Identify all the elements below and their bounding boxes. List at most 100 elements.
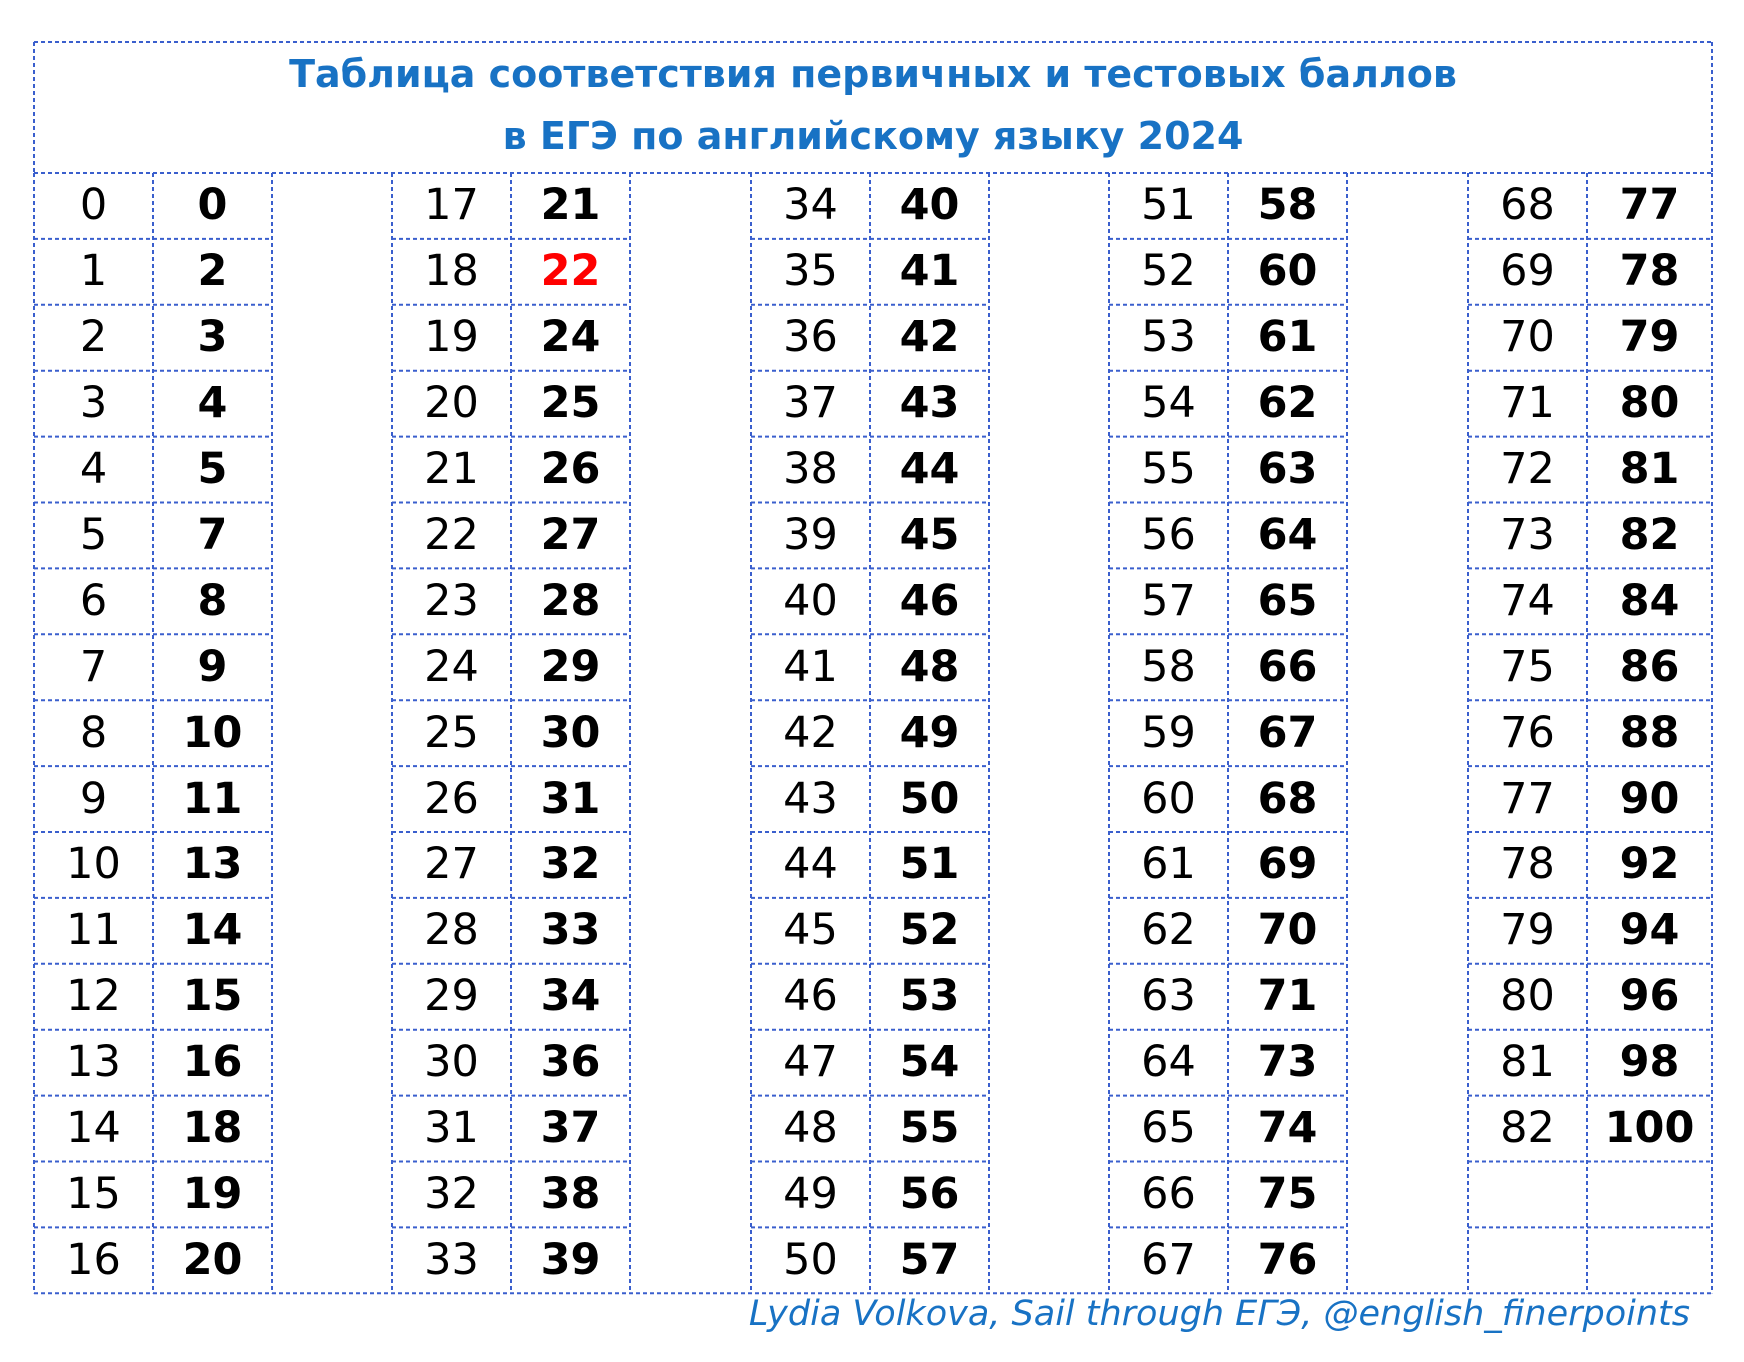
test-score-cell: 29	[540, 641, 601, 692]
primary-score-cell: 45	[783, 905, 838, 956]
primary-score-cell: 3	[79, 378, 108, 429]
primary-score-cell: 38	[783, 444, 838, 495]
test-score-cell: 41	[899, 246, 960, 297]
test-score-cell: 71	[1257, 971, 1318, 1022]
author-credit: Lydia Volkova, Sail through ЕГЭ, @englis…	[748, 1294, 1690, 1334]
test-score-cell: 13	[182, 839, 243, 890]
primary-score-cell: 29	[424, 971, 479, 1022]
test-score-cell: 27	[540, 509, 601, 560]
test-score-cell: 7	[197, 509, 228, 560]
primary-score-cell: 39	[783, 509, 838, 560]
test-score-cell: 8	[197, 575, 228, 626]
primary-score-cell: 2	[79, 312, 108, 363]
primary-score-cell: 50	[783, 1234, 838, 1285]
primary-score-cell: 74	[1500, 575, 1555, 626]
primary-score-cell: 69	[1500, 246, 1555, 297]
test-score-cell: 36	[540, 1037, 601, 1088]
test-score-cell: 58	[1257, 180, 1318, 231]
test-score-cell: 18	[182, 1103, 243, 1154]
primary-score-cell: 33	[424, 1234, 479, 1285]
primary-score-cell: 41	[783, 641, 838, 692]
test-score-cell: 56	[899, 1168, 960, 1219]
test-score-cell: 49	[899, 707, 960, 758]
test-score-cell: 88	[1619, 707, 1680, 758]
table-title-line-1: Таблица соответствия первичных и тестовы…	[289, 52, 1457, 96]
test-score-cell: 46	[899, 575, 960, 626]
primary-score-cell: 35	[783, 246, 838, 297]
test-score-cell: 38	[540, 1168, 601, 1219]
primary-score-cell: 46	[783, 971, 838, 1022]
primary-score-cell: 43	[783, 773, 838, 824]
test-score-cell: 90	[1619, 773, 1680, 824]
primary-score-cell: 61	[1141, 839, 1196, 890]
test-score-cell: 67	[1257, 707, 1318, 758]
test-score-cell: 100	[1604, 1103, 1695, 1154]
primary-score-cell: 70	[1500, 312, 1555, 363]
test-score-cell: 63	[1257, 444, 1318, 495]
test-score-cell: 65	[1257, 575, 1318, 626]
primary-score-cell: 20	[424, 378, 479, 429]
test-score-cell: 96	[1619, 971, 1680, 1022]
primary-score-cell: 51	[1141, 180, 1196, 231]
test-score-cell: 45	[899, 509, 960, 560]
primary-score-cell: 62	[1141, 905, 1196, 956]
primary-score-cell: 28	[424, 905, 479, 956]
primary-score-cell: 6	[79, 575, 108, 626]
test-score-cell: 0	[197, 180, 228, 231]
test-score-cell: 16	[182, 1037, 243, 1088]
primary-score-cell: 1	[79, 246, 108, 297]
test-score-cell: 98	[1619, 1037, 1680, 1088]
test-score-cell: 69	[1257, 839, 1318, 890]
test-score-cell: 2	[197, 246, 228, 297]
test-score-cell: 55	[899, 1103, 960, 1154]
primary-score-cell	[1468, 1162, 1587, 1228]
test-score-cell: 76	[1257, 1234, 1318, 1285]
primary-score-cell: 60	[1141, 773, 1196, 824]
test-score-cell: 43	[899, 378, 960, 429]
test-score-cell: 4	[197, 378, 228, 429]
primary-score-cell: 81	[1500, 1037, 1555, 1088]
primary-score-cell: 71	[1500, 378, 1555, 429]
primary-score-cell: 31	[424, 1103, 479, 1154]
primary-score-cell: 13	[66, 1037, 121, 1088]
test-score-cell: 75	[1257, 1168, 1318, 1219]
test-score-cell: 15	[182, 971, 243, 1022]
test-score-cell: 9	[197, 641, 228, 692]
test-score-cell: 11	[182, 773, 243, 824]
primary-score-cell: 78	[1500, 839, 1555, 890]
test-score-cell: 25	[540, 378, 601, 429]
primary-score-cell: 22	[424, 509, 479, 560]
test-score-cell: 48	[899, 641, 960, 692]
primary-score-cell: 42	[783, 707, 838, 758]
test-score-cell: 52	[899, 905, 960, 956]
primary-score-cell: 15	[66, 1168, 121, 1219]
primary-score-cell: 68	[1500, 180, 1555, 231]
primary-score-cell: 79	[1500, 905, 1555, 956]
test-score-cell: 37	[540, 1103, 601, 1154]
primary-score-cell: 14	[66, 1103, 121, 1154]
test-score-cell: 54	[899, 1037, 960, 1088]
primary-score-cell: 24	[424, 641, 479, 692]
primary-score-cell: 54	[1141, 378, 1196, 429]
test-score-cell: 44	[899, 444, 960, 495]
test-score-cell: 66	[1257, 641, 1318, 692]
test-score-cell: 94	[1619, 905, 1680, 956]
primary-score-cell: 57	[1141, 575, 1196, 626]
primary-score-cell: 58	[1141, 641, 1196, 692]
test-score-cell: 40	[899, 180, 960, 231]
test-score-cell: 19	[182, 1168, 243, 1219]
primary-score-cell: 25	[424, 707, 479, 758]
test-score-cell	[1587, 1227, 1712, 1293]
test-score-cell: 32	[540, 839, 601, 890]
test-score-cell: 70	[1257, 905, 1318, 956]
primary-score-cell: 44	[783, 839, 838, 890]
test-score-cell: 5	[197, 444, 228, 495]
primary-score-cell: 26	[424, 773, 479, 824]
test-score-cell: 20	[182, 1234, 243, 1285]
primary-score-cell: 27	[424, 839, 479, 890]
test-score-cell: 33	[540, 905, 601, 956]
test-score-cell: 57	[899, 1234, 960, 1285]
test-score-cell: 10	[182, 707, 243, 758]
